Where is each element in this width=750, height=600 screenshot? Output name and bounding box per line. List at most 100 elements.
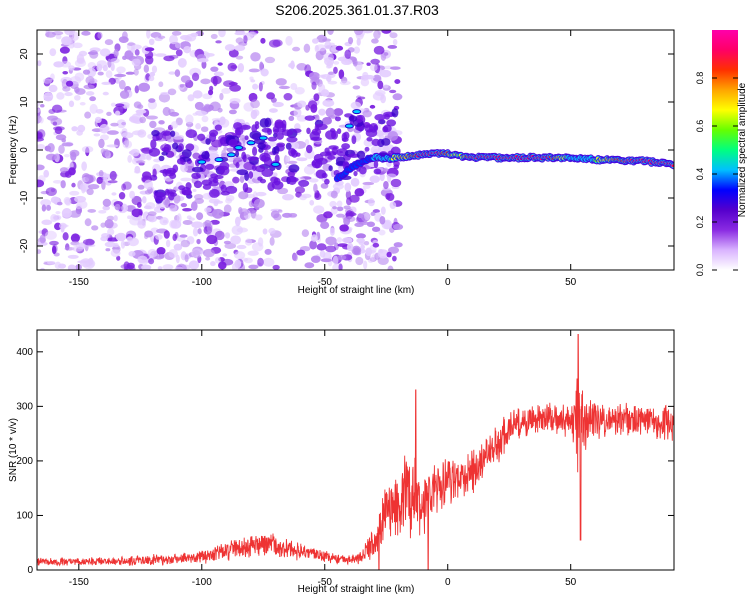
spectrogram-cell [146,30,151,39]
spectrogram-cell [310,104,318,113]
spectrogram-cell [148,98,156,103]
spectrogram-cell [386,251,392,258]
spectrogram-cell [68,100,75,108]
spectrogram-cell [190,32,199,37]
spectrogram-cell [296,249,306,256]
spectrogram-cell [161,151,168,156]
spectrogram-cell [37,249,42,254]
x-tick-label: -100 [192,277,212,288]
x-tick-label: -50 [318,577,333,588]
spectrogram-cell [341,58,353,66]
spectrogram-cell [147,211,157,217]
spectrogram-cell [138,208,143,217]
spectrogram-cell [328,42,335,46]
spectrogram-cell [168,248,178,259]
spectrogram-cell [109,170,117,181]
spectrogram-cell [258,135,268,141]
spectrogram-cell [319,250,326,258]
spectrogram-cell [251,242,264,252]
spectrogram-cell [163,55,175,62]
spectrogram-cell [333,66,338,74]
spectrogram-cell [332,183,344,190]
spectrogram-cell [330,190,338,199]
spectrogram-cell [314,192,322,201]
spectrogram-cell [360,74,369,81]
spectrogram-cell [191,248,203,258]
spectrogram-cell [59,46,70,54]
spectrogram-cell [304,64,312,74]
spectrogram-cell [147,248,158,258]
spectrogram-cell [149,120,157,129]
spectrogram-cell [380,206,386,215]
spectrogram-cell [100,222,106,228]
spectrogram-cell [119,90,130,99]
spectrogram-cell [114,110,121,116]
spectrogram-cell [95,108,104,114]
spectrogram-cell [359,221,371,226]
spectrogram-cell [322,38,332,42]
spectrogram-cell [64,170,72,178]
y-tick-label: -20 [19,238,30,253]
spectrogram-cell [363,212,370,221]
spectrogram-cell [158,155,165,162]
spectrogram-cell [84,174,96,183]
spectrogram-cell [51,245,57,255]
spectrogram-cell [260,37,266,44]
spectrogram-cell [325,64,332,69]
spectrogram-cell [336,200,343,207]
spectrogram-cell [191,221,204,229]
spectrogram-cell [229,97,241,104]
spectrogram-cell [180,239,191,248]
spectrogram-cell [47,142,55,153]
spectrogram-cell [226,152,236,158]
spectrogram-cell [115,78,120,84]
spectrogram-cell [393,242,403,248]
spectrogram-cell [176,158,184,165]
spectrogram-cell [167,88,177,96]
spectrogram-cell [234,44,246,52]
spectrogram-cell [314,44,319,53]
spectrogram-cell [194,101,204,111]
spectrogram-cell [373,160,379,169]
spectrogram-cell [296,157,308,162]
spectrogram-cell [62,71,69,75]
spectrogram-cell [378,229,386,236]
spectrogram-cell [110,249,121,258]
spectrogram-cell [118,36,129,44]
spectrogram-cell [360,244,365,250]
spectrogram-cell [39,117,44,124]
spectrogram-cell [148,258,155,265]
spectrogram-cell [346,242,354,252]
spectrogram-cell [328,71,335,76]
spectrogram-cell [671,164,674,168]
spectrogram-cell [193,193,204,200]
spectrogram-cell [191,172,201,180]
spectrogram-x-ticks: -150 -100 -50 0 50 [69,30,577,288]
spectrogram-cell [232,156,243,161]
spectrogram-cell [341,237,353,244]
spectrogram-cell [303,165,316,175]
spectrogram-cell [260,68,269,77]
spectrogram-cell [163,144,172,153]
spectrogram-cell [118,79,126,90]
spectrogram-cell [91,225,99,231]
spectrogram-cell [39,267,46,270]
spectrogram-cell [212,177,219,184]
spectrogram-cell [197,58,209,63]
spectrogram-cell [383,84,389,89]
spectrogram-cell [110,57,120,64]
spectrogram-cell [255,165,266,173]
spectrogram-cell [67,264,77,270]
spectrogram-cell [157,266,163,270]
spectrogram-cell [332,206,338,210]
spectrogram-cell [81,145,94,153]
spectrogram-cell [235,55,244,60]
spectrogram-cell [324,41,332,50]
spectrogram-cell [178,143,184,152]
spectrogram-cell [389,201,397,210]
spectrogram-cell [214,157,224,163]
spectrogram-marks [37,30,674,270]
spectrogram-cell [110,102,116,107]
spectrogram-cell [174,266,184,270]
spectrogram-cell [243,35,248,44]
